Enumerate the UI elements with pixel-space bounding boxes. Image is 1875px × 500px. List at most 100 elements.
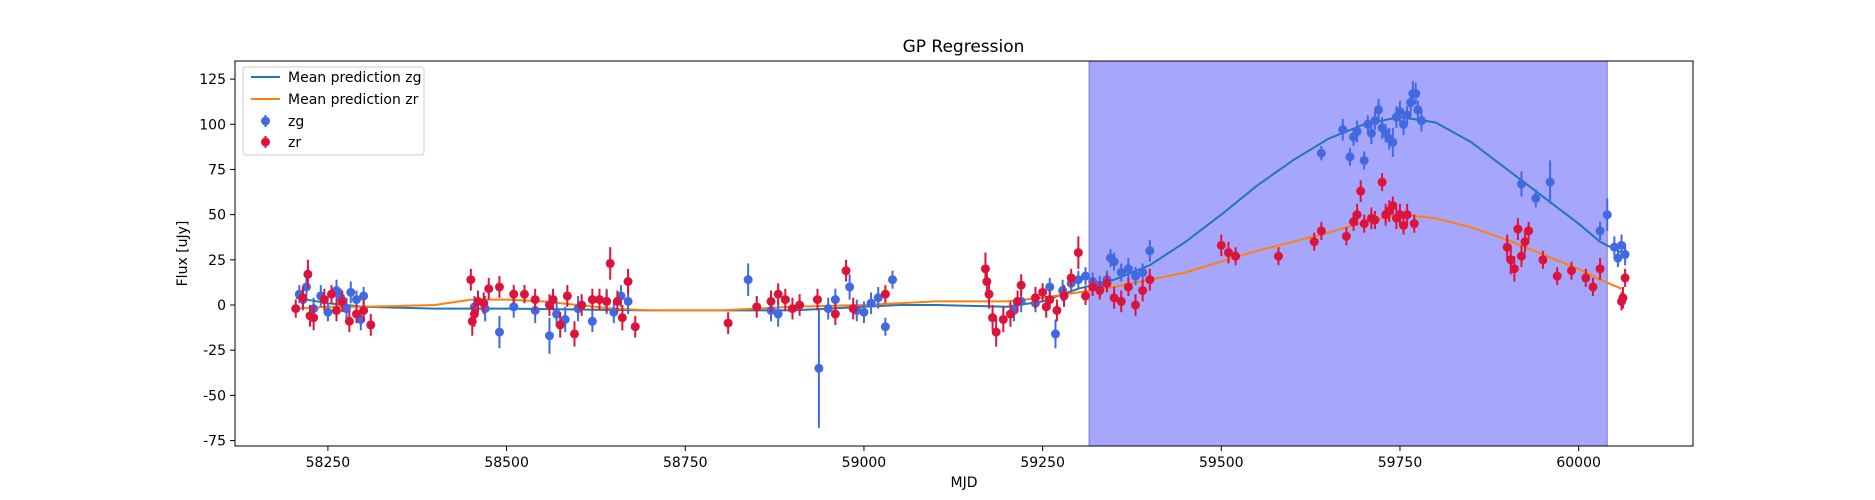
y-tick-label: -25 <box>203 343 226 359</box>
point-zr <box>623 277 633 287</box>
point-zr <box>1109 293 1119 303</box>
point-zr <box>530 295 540 305</box>
point-zg <box>1045 282 1055 292</box>
point-zg <box>352 295 361 305</box>
point-zr <box>469 309 479 319</box>
point-zg <box>814 363 824 373</box>
x-tick-label: 60000 <box>1556 455 1601 471</box>
legend: Mean prediction zg Mean prediction zr zg zr <box>242 66 425 156</box>
point-zr <box>479 298 489 308</box>
point-zr <box>1052 305 1062 315</box>
point-zr <box>1123 282 1133 292</box>
point-zr <box>291 304 301 314</box>
point-zr <box>1506 255 1516 265</box>
y-axis-label: Flux [uJy] <box>175 221 191 287</box>
point-zg <box>1338 125 1348 135</box>
point-zg <box>1388 137 1398 147</box>
point-zg <box>1406 98 1416 108</box>
point-zr <box>1349 217 1359 227</box>
legend-swatch-point <box>261 116 270 126</box>
point-zr <box>595 295 604 305</box>
legend-label: Mean prediction zg <box>288 70 422 86</box>
point-zg <box>1545 177 1555 187</box>
point-zr <box>1013 296 1023 306</box>
point-zr <box>982 277 992 287</box>
point-zr <box>1216 240 1226 250</box>
x-tick-label: 58500 <box>484 455 529 471</box>
chart-title: GP Regression <box>903 37 1025 57</box>
point-zr <box>848 304 858 314</box>
point-zg <box>1316 148 1326 158</box>
point-zg <box>1413 105 1423 115</box>
x-tick-label: 58750 <box>663 455 708 471</box>
point-zr <box>1316 226 1326 236</box>
point-zr <box>1513 224 1523 234</box>
point-zr <box>1341 231 1351 241</box>
point-zr <box>303 269 313 279</box>
point-zr <box>984 289 994 299</box>
point-zr <box>766 296 776 306</box>
point-zr <box>366 320 376 330</box>
point-zr <box>519 289 529 299</box>
point-zg <box>1131 271 1141 281</box>
point-zg <box>1366 128 1376 138</box>
point-zr <box>773 289 783 299</box>
point-zr <box>1273 251 1283 261</box>
legend-label: Mean prediction zr <box>288 92 419 108</box>
point-zg <box>1595 226 1605 236</box>
point-zr <box>617 313 627 323</box>
point-zg <box>1620 249 1630 259</box>
y-tick-label: -50 <box>203 388 226 404</box>
point-zr <box>1223 248 1233 258</box>
point-zr <box>1618 293 1628 303</box>
point-zr <box>1377 177 1387 187</box>
point-zg <box>623 296 633 306</box>
y-tick-label: 125 <box>199 72 226 88</box>
point-zr <box>1088 282 1098 292</box>
point-zr <box>309 313 319 323</box>
point-zg <box>1370 116 1380 126</box>
point-zr <box>494 282 504 292</box>
point-zr <box>1102 278 1112 288</box>
point-zg <box>544 331 554 341</box>
point-zr <box>830 309 840 319</box>
point-zr <box>1356 186 1366 196</box>
point-zg <box>346 287 356 297</box>
point-zg <box>323 307 333 317</box>
point-zr <box>569 329 579 339</box>
point-zg <box>1531 193 1541 203</box>
point-zg <box>1395 107 1405 117</box>
point-zr <box>1359 219 1369 229</box>
point-zr <box>359 305 369 315</box>
point-zr <box>988 313 998 323</box>
point-zr <box>1045 295 1055 305</box>
y-tick-label: 25 <box>208 253 226 269</box>
point-zr <box>344 316 354 326</box>
point-zr <box>577 300 587 310</box>
point-zr <box>1524 226 1534 236</box>
point-zg <box>1116 267 1126 277</box>
point-zg <box>1617 240 1627 250</box>
y-tick-label: 0 <box>217 298 226 314</box>
point-zg <box>773 309 783 319</box>
point-zr <box>1370 215 1380 225</box>
point-zr <box>555 320 565 330</box>
point-zr <box>509 289 519 299</box>
point-zr <box>1073 248 1083 258</box>
point-zr <box>812 295 822 305</box>
point-zg <box>1073 275 1083 285</box>
point-zr <box>1059 291 1069 301</box>
point-zr <box>1395 210 1405 220</box>
point-zr <box>752 302 762 312</box>
point-zg <box>1602 210 1612 220</box>
point-zg <box>873 293 883 303</box>
point-zr <box>1005 309 1015 319</box>
point-zr <box>780 295 790 305</box>
point-zr <box>787 304 797 314</box>
point-zr <box>1038 287 1048 297</box>
point-zg <box>1145 246 1155 256</box>
point-zg <box>880 322 890 332</box>
y-tick-label: -75 <box>203 434 226 450</box>
point-zg <box>888 275 898 285</box>
